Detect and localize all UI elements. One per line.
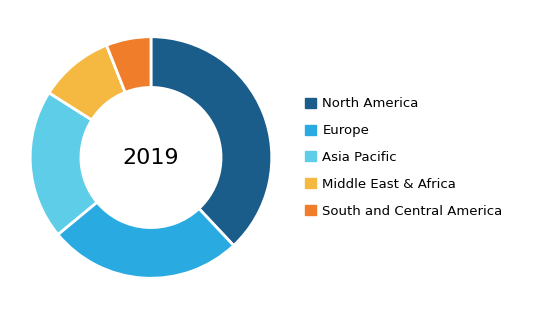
Text: 2019: 2019 — [122, 147, 180, 168]
Wedge shape — [107, 37, 151, 92]
Legend: North America, Europe, Asia Pacific, Middle East & Africa, South and Central Ame: North America, Europe, Asia Pacific, Mid… — [305, 97, 503, 218]
Wedge shape — [49, 45, 125, 120]
Wedge shape — [58, 202, 234, 278]
Wedge shape — [30, 93, 97, 234]
Wedge shape — [151, 37, 272, 246]
